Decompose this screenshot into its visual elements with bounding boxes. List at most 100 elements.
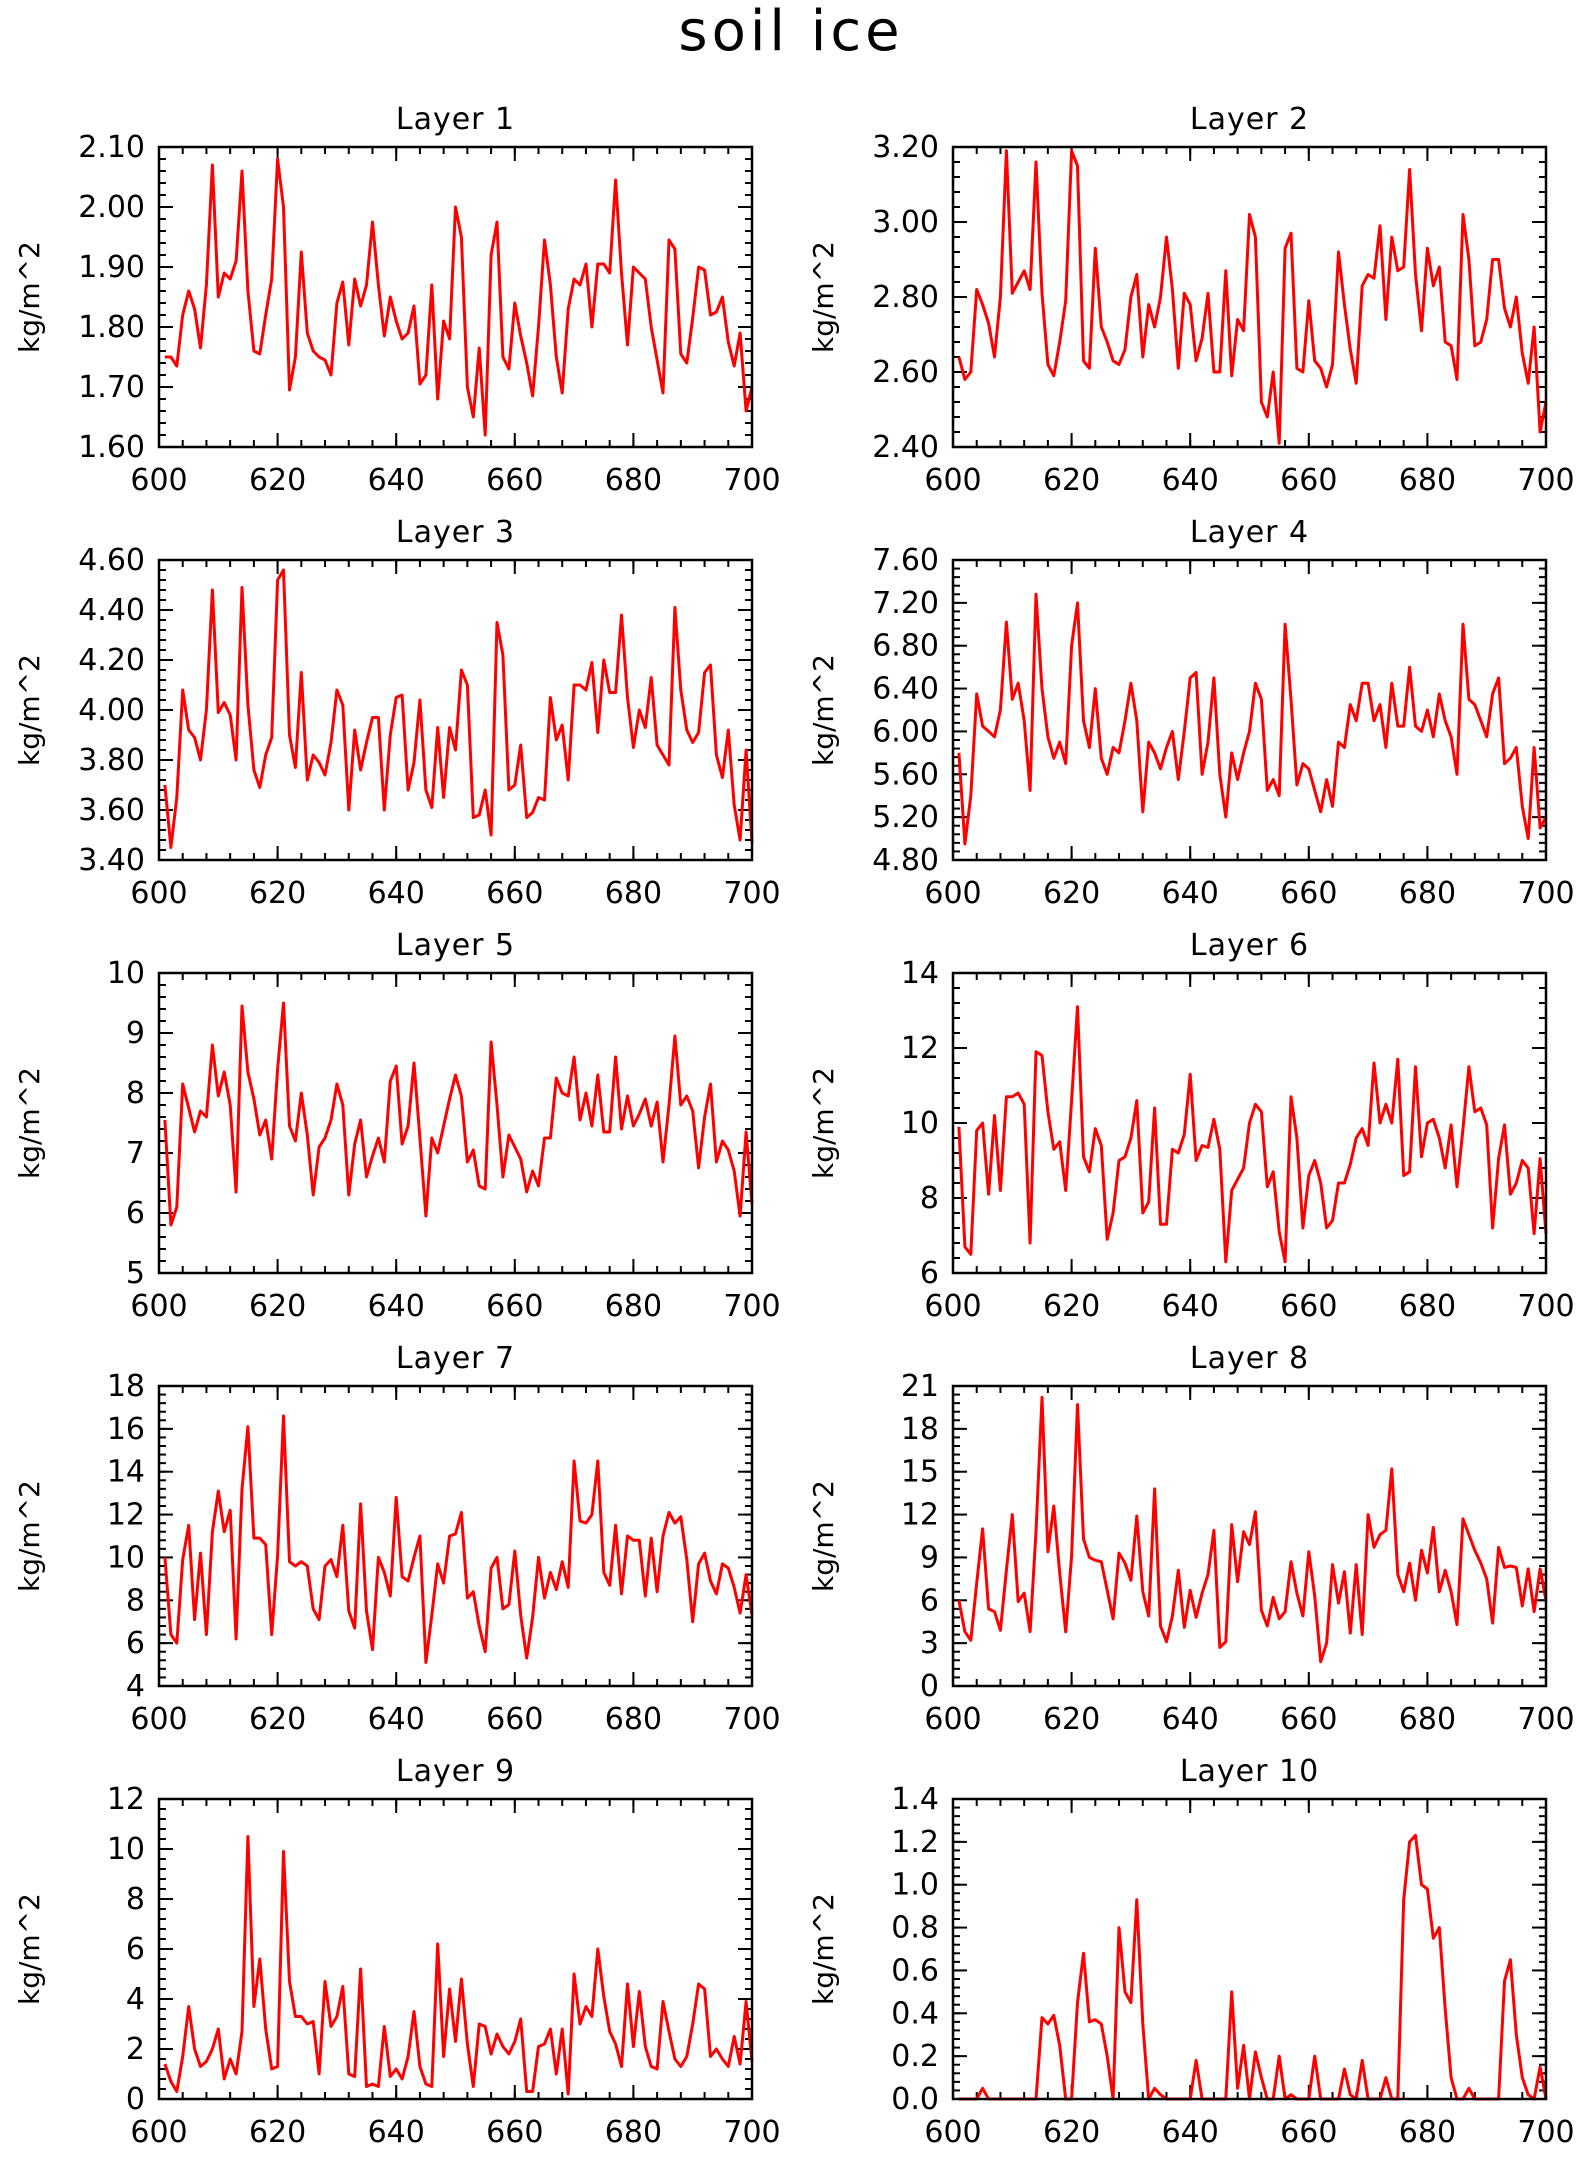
y-tick-label: 3.40 [78,843,145,878]
y-axis-label: kg/m^2 [807,654,840,766]
y-tick-label: 3.00 [872,205,939,240]
x-tick-label: 600 [130,2115,187,2150]
x-tick-label: 680 [605,2115,662,2150]
figure-title: soil ice [678,0,903,64]
chart-panel-layer-5: Layer 5 kg/m^2 600 620 640 660 680 700 5 6 7 8 9 10 [13,928,781,1324]
x-tick-label: 700 [723,1289,780,1324]
series-line [163,1835,754,2096]
x-tick-label: 620 [1043,876,1100,911]
y-tick-label: 4.80 [872,843,939,878]
x-tick-label: 640 [1162,463,1219,498]
y-axis-label: kg/m^2 [807,1480,840,1592]
y-tick-label: 9 [920,1540,939,1575]
y-tick-label: 2.40 [872,430,939,465]
series-line [958,1833,1548,2101]
y-tick-label: 3.20 [872,130,939,165]
y-tick-label: 15 [901,1455,939,1490]
y-tick-label: 0 [126,2082,145,2117]
x-tick-label: 660 [486,1289,543,1324]
y-tick-label: 2.10 [78,130,145,165]
y-tick-label: 3 [920,1626,939,1661]
x-tick-label: 660 [486,876,543,911]
y-tick-label: 12 [107,1782,145,1817]
plot-frame [157,145,754,449]
x-tick-label: 700 [1517,463,1574,498]
x-tick-label: 680 [605,1289,662,1324]
y-axis-label: kg/m^2 [13,1067,46,1179]
y-tick-label: 8 [126,1583,145,1618]
series-line [164,157,754,437]
y-tick-label: 4.60 [78,543,145,578]
y-tick-label: 10 [107,956,145,991]
y-tick-label: 4.40 [78,593,145,628]
panel-title: Layer 6 [1190,928,1309,963]
x-tick-label: 620 [249,2115,306,2150]
y-tick-label: 2 [126,2032,145,2067]
x-tick-label: 620 [1043,1702,1100,1737]
y-tick-label: 16 [107,1412,145,1447]
x-tick-label: 620 [249,1702,306,1737]
y-tick-label: 0.4 [891,1996,939,2031]
x-tick-label: 660 [1280,463,1337,498]
x-tick-label: 680 [1399,1289,1456,1324]
plot-frame [951,971,1548,1275]
y-tick-label: 6 [126,1196,145,1231]
y-axis-label: kg/m^2 [13,1893,46,2005]
y-tick-label: 2.60 [872,355,939,390]
y-tick-label: 8 [126,1076,145,1111]
y-tick-label: 1.2 [891,1825,939,1860]
y-tick-label: 2.00 [78,190,145,225]
x-tick-label: 640 [368,463,425,498]
x-tick-label: 700 [723,1702,780,1737]
y-tick-label: 8 [126,1882,145,1917]
x-tick-label: 680 [1399,463,1456,498]
plot-frame [951,145,1548,449]
y-tick-label: 4 [126,1982,145,2017]
y-axis-label: kg/m^2 [13,654,46,766]
chart-panel-layer-10: Layer 10 kg/m^2 600 620 640 660 680 700 0.0 0.2 0.… [807,1754,1575,2150]
x-tick-label: 680 [605,463,662,498]
series-line [163,568,754,849]
y-axis-label: kg/m^2 [13,241,46,353]
x-tick-label: 660 [486,2115,543,2150]
x-tick-label: 660 [1280,1702,1337,1737]
x-tick-label: 600 [130,1289,187,1324]
series-line [163,1001,754,1227]
series-line [957,592,1548,846]
chart-panel-layer-3: Layer 3 kg/m^2 600 620 640 660 680 700 3.40 3.60 3… [13,515,781,911]
x-tick-label: 640 [368,1289,425,1324]
x-tick-label: 600 [924,876,981,911]
x-tick-label: 660 [1280,1289,1337,1324]
plot-frame [951,1797,1548,2101]
x-tick-label: 600 [130,876,187,911]
x-tick-label: 700 [723,2115,780,2150]
x-tick-label: 620 [1043,2115,1100,2150]
minor-ticks [158,972,753,1274]
x-tick-label: 620 [249,463,306,498]
y-tick-label: 4.00 [78,693,145,728]
x-tick-label: 700 [1517,1702,1574,1737]
panel-title: Layer 3 [396,515,515,550]
x-tick-label: 640 [368,876,425,911]
x-tick-label: 600 [130,463,187,498]
x-tick-label: 640 [368,1702,425,1737]
y-tick-label: 10 [107,1832,145,1867]
y-tick-label: 10 [901,1106,939,1141]
y-axis-label: kg/m^2 [807,241,840,353]
y-tick-label: 5.60 [872,757,939,792]
x-tick-label: 600 [924,2115,981,2150]
y-tick-label: 8 [920,1181,939,1216]
series-line [163,1414,754,1664]
x-tick-label: 640 [368,2115,425,2150]
y-tick-label: 1.80 [78,310,145,345]
y-tick-label: 1.60 [78,430,145,465]
panel-title: Layer 1 [396,102,515,137]
y-tick-label: 4.20 [78,643,145,678]
y-tick-label: 0.2 [891,2039,939,2074]
plot-frame [157,1797,754,2101]
minor-ticks [952,1798,1547,2100]
x-tick-label: 680 [1399,2115,1456,2150]
y-tick-label: 3.60 [78,793,145,828]
chart-panel-layer-8: Layer 8 kg/m^2 600 620 640 660 680 700 0 3 6 9 12 15 1… [807,1341,1575,1737]
